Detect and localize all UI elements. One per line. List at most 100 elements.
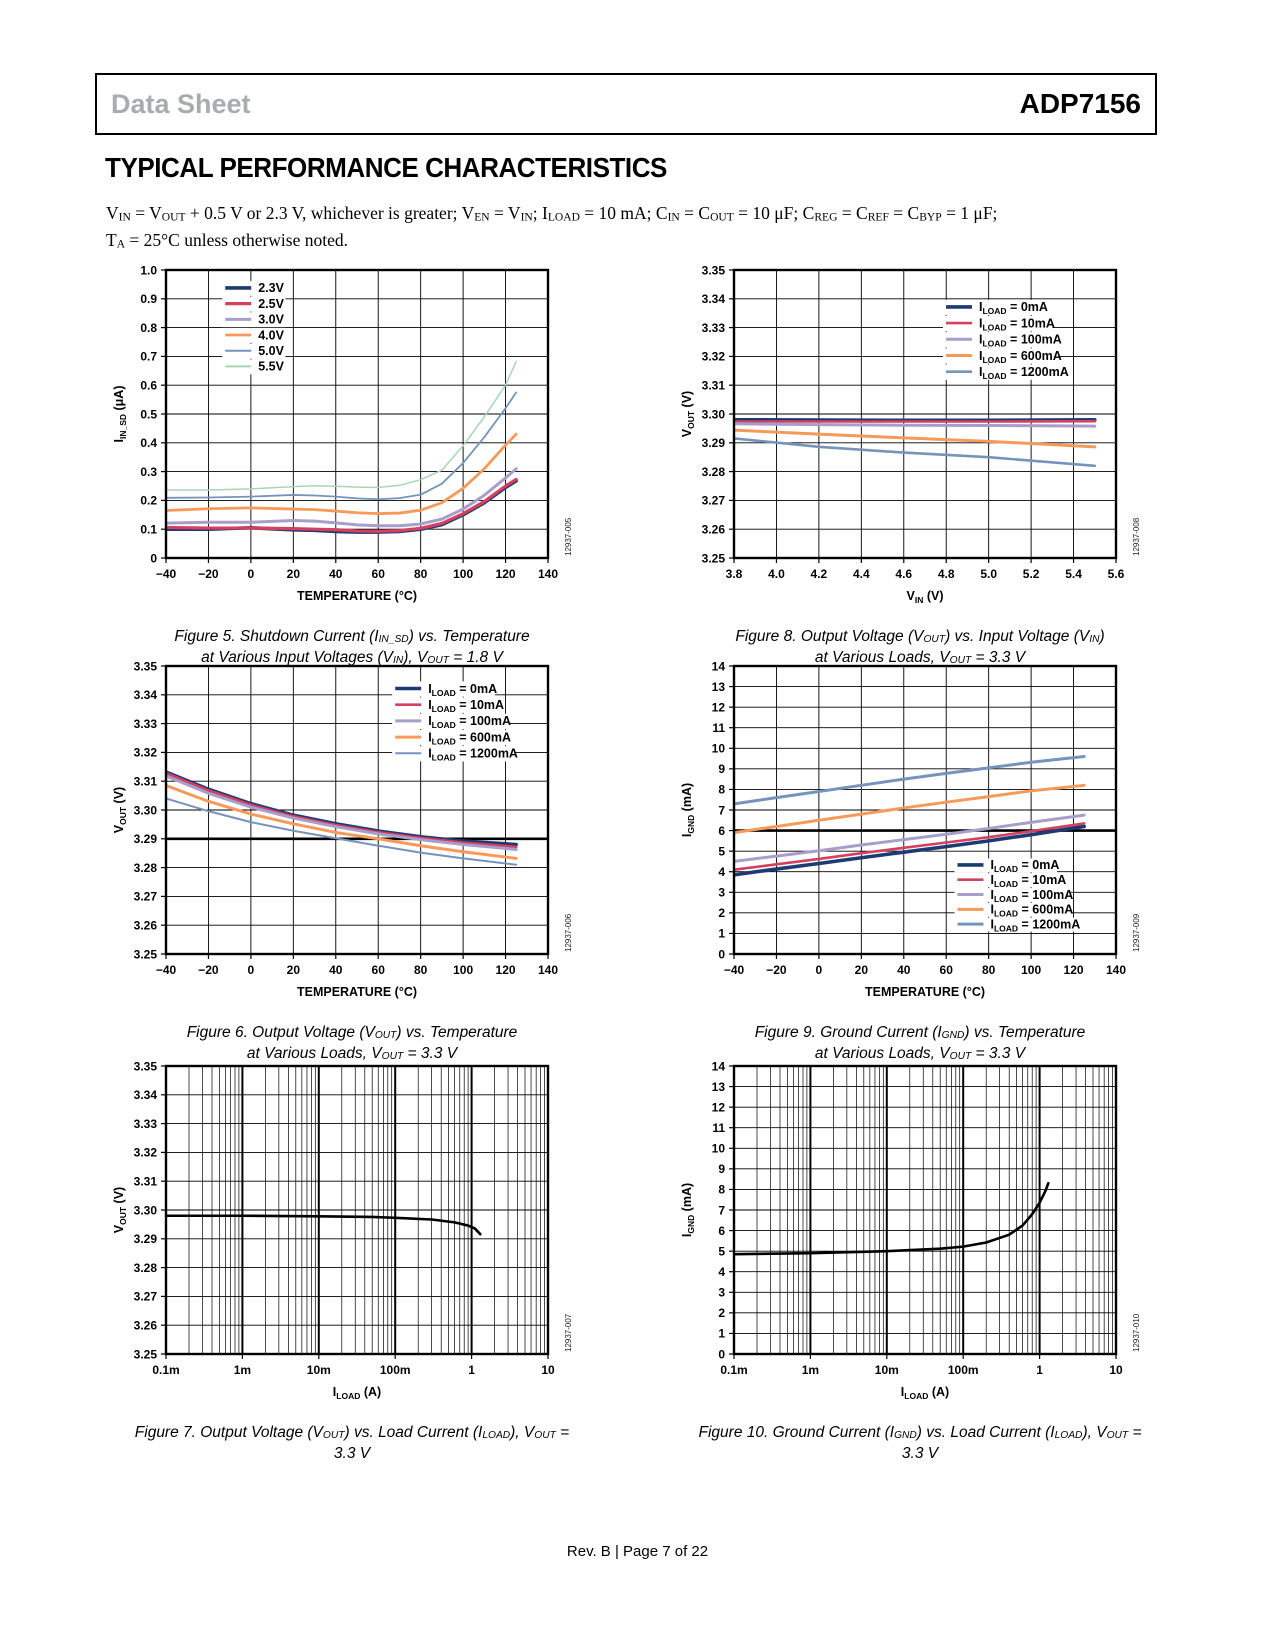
svg-text:0: 0 [718, 947, 725, 961]
svg-text:1m: 1m [234, 1363, 251, 1377]
svg-text:3.30: 3.30 [134, 1203, 158, 1217]
figure-8-chart: 3.8 4.0 4.2 4.4 4.6 4.8 5.0 5.2 5.4 5.6 3.25 3.26 3.… [680, 263, 1141, 605]
svg-text:40: 40 [329, 963, 343, 977]
svg-text:0.5: 0.5 [140, 407, 157, 421]
svg-text:12937-005: 12937-005 [564, 517, 573, 556]
svg-text:5.0: 5.0 [980, 567, 997, 581]
svg-text:3.26: 3.26 [134, 919, 158, 933]
svg-text:1.0: 1.0 [140, 263, 157, 277]
svg-text:3: 3 [718, 1286, 725, 1300]
svg-text:3.32: 3.32 [702, 350, 726, 364]
svg-text:3.33: 3.33 [134, 1117, 158, 1131]
svg-text:ILOAD = 0mA: ILOAD = 0mA [990, 858, 1059, 874]
svg-text:ILOAD = 600mA: ILOAD = 600mA [979, 349, 1062, 365]
svg-text:5.4: 5.4 [1065, 567, 1082, 581]
doc-type-label: Data Sheet [111, 88, 251, 119]
svg-text:5.5V: 5.5V [258, 360, 284, 374]
svg-text:3.29: 3.29 [702, 436, 726, 450]
figure-5: −40 −20 0 20 40 60 80 100 120 140 0 0.1 0.2 0.3 0.4 0.5… [108, 260, 578, 669]
svg-text:100m: 100m [380, 1363, 411, 1377]
svg-text:80: 80 [414, 567, 428, 581]
svg-text:80: 80 [982, 963, 996, 977]
svg-text:4.2: 4.2 [811, 567, 828, 581]
svg-text:−40: −40 [156, 567, 177, 581]
svg-text:3.0V: 3.0V [258, 313, 284, 327]
svg-text:60: 60 [372, 567, 386, 581]
svg-text:2.3V: 2.3V [258, 281, 284, 295]
svg-text:12937-007: 12937-007 [564, 1313, 573, 1352]
svg-text:60: 60 [372, 963, 386, 977]
svg-text:4.8: 4.8 [938, 567, 955, 581]
figure-10-caption: Figure 10. Ground Current (IGND) vs. Loa… [698, 1424, 1142, 1462]
svg-text:40: 40 [329, 567, 343, 581]
svg-text:0.7: 0.7 [140, 350, 157, 364]
svg-text:3.29: 3.29 [134, 1232, 158, 1246]
svg-text:ILOAD = 600mA: ILOAD = 600mA [428, 730, 511, 746]
svg-text:−40: −40 [156, 963, 177, 977]
svg-text:10m: 10m [875, 1363, 899, 1377]
svg-text:ILOAD = 100mA: ILOAD = 100mA [979, 333, 1062, 349]
svg-text:0.9: 0.9 [140, 292, 157, 306]
svg-text:20: 20 [287, 963, 301, 977]
svg-text:1: 1 [718, 927, 725, 941]
svg-text:6: 6 [718, 1224, 725, 1238]
svg-text:−20: −20 [766, 963, 787, 977]
svg-text:3.30: 3.30 [134, 803, 158, 817]
svg-text:100: 100 [453, 963, 473, 977]
svg-text:5: 5 [718, 1244, 725, 1258]
svg-text:3.27: 3.27 [134, 1290, 158, 1304]
svg-text:5: 5 [718, 844, 725, 858]
test-conditions: VIN = VOUT + 0.5 V or 2.3 V, whichever i… [106, 203, 998, 251]
figure-7-caption: Figure 7. Output Voltage (VOUT) vs. Load… [134, 1424, 570, 1462]
svg-text:140: 140 [538, 567, 558, 581]
svg-text:6: 6 [718, 824, 725, 838]
svg-text:100: 100 [453, 567, 473, 581]
svg-text:0: 0 [816, 963, 823, 977]
svg-text:3.31: 3.31 [702, 379, 726, 393]
svg-text:TEMPERATURE (°C): TEMPERATURE (°C) [297, 589, 417, 603]
svg-text:3.25: 3.25 [702, 551, 726, 565]
svg-text:3.35: 3.35 [134, 659, 158, 673]
figure-6-chart: −40 −20 0 20 40 60 80 100 120 140 3.25 3.26 3.27 3.28… [112, 659, 573, 999]
svg-text:40: 40 [897, 963, 911, 977]
svg-text:2: 2 [718, 1306, 725, 1320]
svg-text:14: 14 [712, 1059, 726, 1073]
figure-9: −40 −20 0 20 40 60 80 100 120 140 0 1 2 3 4 5 6 7 8 9 10 11 12… [676, 656, 1146, 1065]
svg-text:4.0V: 4.0V [258, 328, 284, 342]
svg-text:100m: 100m [948, 1363, 979, 1377]
svg-text:VOUT (V): VOUT (V) [112, 787, 128, 833]
svg-text:60: 60 [940, 963, 954, 977]
svg-text:3.32: 3.32 [134, 746, 158, 760]
svg-text:IGND (mA): IGND (mA) [680, 1183, 696, 1237]
svg-text:−20: −20 [198, 963, 219, 977]
svg-text:140: 140 [538, 963, 558, 977]
svg-text:1: 1 [718, 1327, 725, 1341]
svg-text:10: 10 [712, 1142, 726, 1156]
svg-text:1: 1 [1036, 1363, 1043, 1377]
svg-text:IIN_SD (μA): IIN_SD (μA) [112, 385, 128, 442]
svg-text:20: 20 [855, 963, 869, 977]
svg-text:0: 0 [150, 551, 157, 565]
svg-text:0: 0 [248, 567, 255, 581]
svg-text:0: 0 [718, 1347, 725, 1361]
svg-text:0.8: 0.8 [140, 321, 157, 335]
svg-text:9: 9 [718, 1162, 725, 1176]
svg-text:IGND (mA): IGND (mA) [680, 783, 696, 837]
svg-text:ILOAD = 600mA: ILOAD = 600mA [990, 903, 1073, 919]
svg-text:ILOAD = 0mA: ILOAD = 0mA [428, 682, 497, 698]
svg-text:120: 120 [1064, 963, 1084, 977]
svg-text:3.31: 3.31 [134, 775, 158, 789]
svg-text:4.0: 4.0 [768, 567, 785, 581]
svg-text:5.6: 5.6 [1108, 567, 1125, 581]
svg-text:−40: −40 [724, 963, 745, 977]
svg-text:3.29: 3.29 [134, 832, 158, 846]
svg-text:3.27: 3.27 [702, 494, 726, 508]
svg-text:11: 11 [712, 721, 725, 735]
svg-text:0.3: 0.3 [140, 465, 157, 479]
svg-text:12937-010: 12937-010 [1132, 1313, 1141, 1352]
figure-7-chart: 0.1m 1m 10m 100m 1 10 3.25 3.26 3.27 3.28 3.29 3.30… [112, 1059, 573, 1401]
svg-text:11: 11 [712, 1121, 725, 1135]
svg-text:8: 8 [718, 783, 725, 797]
svg-text:3.33: 3.33 [702, 321, 726, 335]
